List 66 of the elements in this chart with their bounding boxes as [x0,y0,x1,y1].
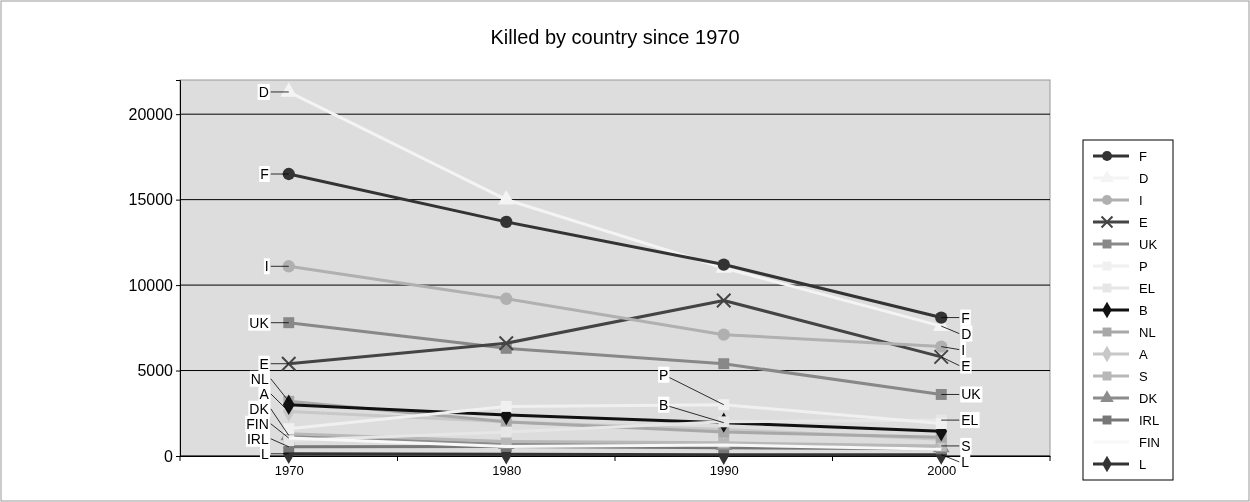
legend-label: S [1139,369,1148,384]
point [283,423,295,435]
point [718,416,730,428]
legend-label: A [1139,347,1148,362]
annotation: F [260,166,269,182]
y-tick-label: 20000 [128,105,174,123]
annotation: B [659,396,669,413]
x-tick-label: 1980 [492,463,522,479]
annotation: L [961,453,970,470]
annotation: I [961,341,966,358]
legend-label: NL [1139,325,1156,340]
point [283,317,295,329]
legend-label: B [1139,303,1148,318]
point [935,311,948,324]
point [282,260,295,273]
point [935,340,948,353]
y-tick-label: 10000 [128,276,174,294]
annotation: L [260,445,269,462]
annotation: DK [249,400,270,417]
legend-label: IRL [1139,413,1160,428]
annotation: UK [961,386,982,403]
point [718,358,730,370]
annotation: E [259,355,269,372]
x-tick-label: 1990 [709,463,739,479]
point [717,328,730,341]
point [500,292,513,305]
y-tick-label: 15000 [128,191,174,209]
legend-label: I [1139,193,1143,208]
legend-label: F [1139,149,1147,164]
annotation: F [961,309,970,326]
point [500,400,512,412]
point [716,292,732,309]
legend-label: L [1139,457,1147,472]
point [500,215,513,229]
legend-label: P [1139,259,1148,274]
annotation: IRL [246,430,269,447]
point [935,418,947,429]
legend-label: EL [1139,281,1155,296]
point [718,399,730,411]
annotation: E [961,357,971,374]
point [281,355,297,372]
y-tick-label: 0 [164,447,174,465]
annotation: I [264,258,269,275]
point [933,349,949,365]
x-tick-label: 1970 [274,463,304,479]
annotation: D [961,325,972,342]
y-tick-label: 5000 [137,362,174,380]
legend-label: D [1139,171,1149,186]
point [935,389,947,400]
legend-label: E [1139,215,1148,230]
annotation: FIN [246,415,269,432]
annotation: UK [249,314,270,331]
annotation: S [961,437,971,454]
legend-label: FIN [1139,435,1160,450]
annotation: A [259,385,270,402]
annotation: NL [250,370,269,387]
point [500,426,512,438]
legend-label: UK [1139,237,1158,252]
point [498,335,514,351]
annotation: P [659,366,669,383]
annotation: D [258,83,269,100]
point [497,190,515,205]
chart-title: Killed by country since 1970 [490,26,740,48]
legend-label: DK [1139,391,1158,406]
x-tick-label: 2000 [927,463,957,479]
annotation: EL [961,412,979,429]
